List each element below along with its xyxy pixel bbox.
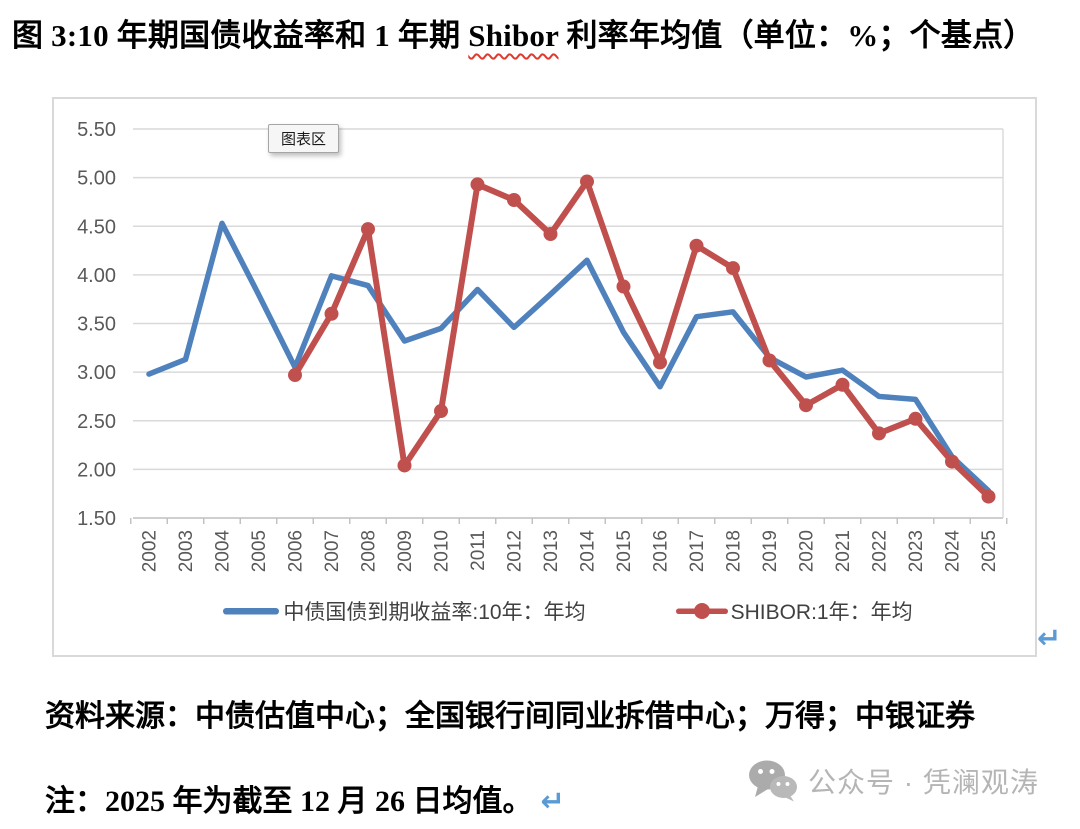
figure-title-suffix: 利率年均值（单位：%；个基点） <box>558 18 1035 53</box>
svg-text:2020: 2020 <box>797 530 818 572</box>
svg-text:2012: 2012 <box>505 530 526 572</box>
legend-label-bond-yield: 中债国债到期收益率:10年：年均 <box>283 601 586 624</box>
svg-text:2003: 2003 <box>176 530 197 572</box>
legend-label-shibor: SHIBOR:1年：年均 <box>730 601 913 624</box>
svg-text:5.00: 5.00 <box>77 168 116 190</box>
svg-text:4.00: 4.00 <box>77 265 116 287</box>
line-chart[interactable]: 5.50 5.00 4.50 4.00 3.50 3.00 2.50 2.00 1.50 2002… <box>54 99 1035 655</box>
svg-text:2018: 2018 <box>724 530 745 572</box>
legend-item-shibor[interactable]: SHIBOR:1年：年均 <box>675 596 913 626</box>
svg-text:2016: 2016 <box>651 530 672 572</box>
svg-text:2005: 2005 <box>249 530 270 572</box>
svg-text:2019: 2019 <box>760 530 781 572</box>
svg-text:2023: 2023 <box>906 530 927 572</box>
chart-area-tooltip: 图表区 <box>268 124 340 153</box>
figure-title: 图 3:10 年期国债收益率和 1 年期 Shibor 利率年均值（单位：%；个… <box>12 10 1074 55</box>
svg-text:2.50: 2.50 <box>77 411 116 433</box>
svg-text:2013: 2013 <box>541 530 562 572</box>
source-line: 资料来源：中债估值中心；全国银行间同业拆借中心；万得；中银证券 <box>45 700 975 733</box>
paragraph-return-icon: ↵ <box>540 784 565 818</box>
svg-text:2010: 2010 <box>432 530 453 572</box>
svg-text:5.50: 5.50 <box>77 119 116 141</box>
svg-text:3.00: 3.00 <box>77 362 116 384</box>
chart-legend: 中债国债到期收益率:10年：年均 SHIBOR:1年：年均 <box>54 596 1035 626</box>
svg-text:3.50: 3.50 <box>77 314 116 336</box>
svg-text:2006: 2006 <box>286 530 307 572</box>
svg-text:2025: 2025 <box>979 530 1000 572</box>
watermark-text: 公众号 · 凭澜观涛 <box>808 767 1039 798</box>
note-text: 注：2025 年为截至 12 月 26 日均值。 <box>45 785 533 818</box>
svg-text:2024: 2024 <box>943 530 964 573</box>
svg-text:2014: 2014 <box>578 530 599 573</box>
chart-object-frame[interactable]: 图表区 5.50 5.00 4.50 4.00 3.50 3.00 2.50 2.00 1.50… <box>52 97 1037 657</box>
watermark: 公众号 · 凭澜观涛 <box>748 760 1039 802</box>
svg-text:2011: 2011 <box>468 530 489 571</box>
paragraph-return-icon: ↵ <box>1037 621 1062 655</box>
svg-text:4.50: 4.50 <box>77 216 116 238</box>
blue-line-swatch <box>223 608 280 615</box>
figure-title-prefix: 图 3:10 年期国债收益率和 1 年期 <box>12 18 469 53</box>
wechat-icon <box>749 760 797 802</box>
note-line: 注：2025 年为截至 12 月 26 日均值。 ↵ <box>45 776 565 820</box>
figure-title-shibor-word: Shibor <box>468 18 559 53</box>
svg-text:2015: 2015 <box>614 530 635 572</box>
svg-text:2.00: 2.00 <box>77 459 116 481</box>
svg-text:2008: 2008 <box>359 530 380 572</box>
legend-item-bond-yield[interactable]: 中债国债到期收益率:10年：年均 <box>222 596 586 626</box>
red-line-marker-swatch <box>675 603 728 619</box>
svg-text:2007: 2007 <box>322 530 343 572</box>
svg-text:2021: 2021 <box>833 530 854 572</box>
svg-text:2017: 2017 <box>687 530 708 572</box>
svg-text:2009: 2009 <box>395 530 416 572</box>
svg-text:2004: 2004 <box>213 530 234 573</box>
svg-text:2022: 2022 <box>870 530 891 572</box>
svg-text:1.50: 1.50 <box>77 508 116 530</box>
svg-text:2002: 2002 <box>140 530 161 572</box>
